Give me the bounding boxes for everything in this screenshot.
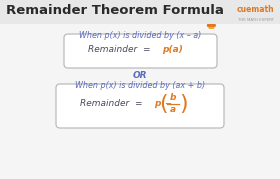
FancyBboxPatch shape (64, 34, 217, 68)
Text: (: ( (159, 94, 168, 114)
Text: p: p (154, 100, 160, 108)
Polygon shape (207, 6, 215, 26)
Text: OR: OR (133, 71, 147, 80)
Text: −: − (164, 100, 171, 108)
Polygon shape (208, 26, 214, 32)
Text: When p(x) is divided by (ax + b): When p(x) is divided by (ax + b) (75, 81, 205, 90)
Text: Remainder  =: Remainder = (80, 100, 145, 108)
Text: THE MATH EXPERT: THE MATH EXPERT (238, 18, 274, 22)
Text: Remainder Theorem Formula: Remainder Theorem Formula (6, 4, 223, 17)
FancyBboxPatch shape (56, 84, 224, 128)
Circle shape (209, 14, 214, 21)
Text: a: a (170, 105, 176, 115)
Text: p(a): p(a) (162, 45, 183, 54)
Text: Remainder  =: Remainder = (88, 45, 153, 54)
Text: When p(x) is divided by (x – a): When p(x) is divided by (x – a) (79, 31, 201, 40)
Text: b: b (170, 93, 176, 103)
Text: cuemath: cuemath (237, 5, 274, 14)
Text: ): ) (179, 94, 188, 114)
